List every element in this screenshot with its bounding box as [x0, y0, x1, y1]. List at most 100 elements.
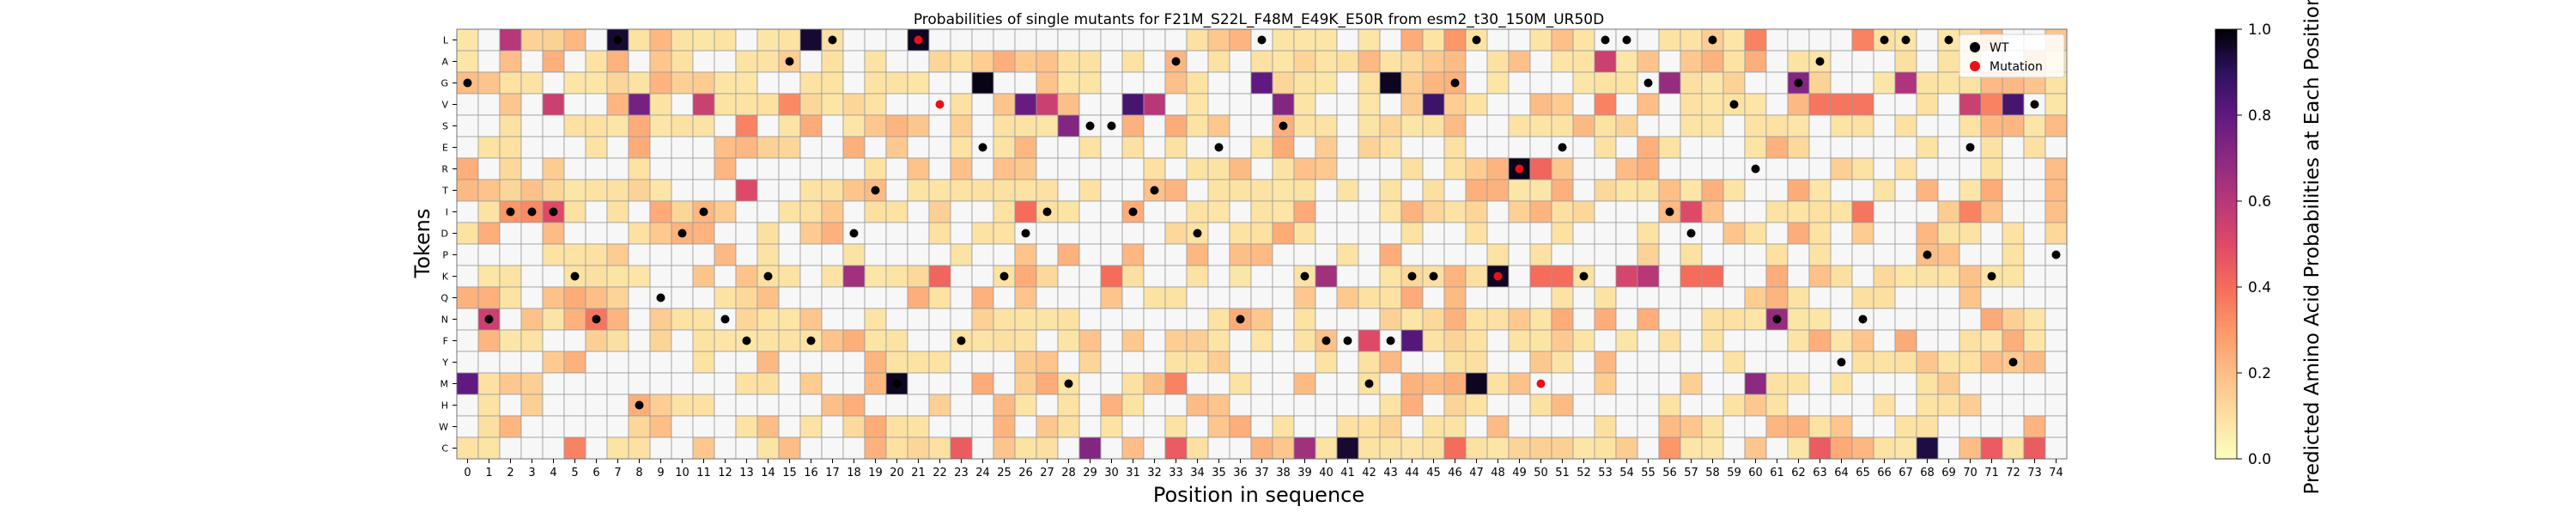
heatmap-cell	[842, 114, 866, 137]
wt-marker	[1622, 35, 1631, 45]
wt-marker	[720, 314, 730, 324]
heatmap-cell	[2002, 394, 2025, 417]
wt-marker	[1300, 272, 1309, 281]
heatmap-cell	[778, 351, 801, 374]
heatmap-cell	[778, 28, 801, 52]
wt-marker	[2030, 100, 2039, 109]
heatmap-cell	[1207, 93, 1230, 116]
heatmap-cell	[928, 222, 951, 245]
heatmap-cell	[993, 286, 1016, 309]
heatmap-cell	[1057, 114, 1080, 137]
heatmap-cell	[864, 200, 887, 223]
y-tick-label: V	[441, 100, 448, 111]
heatmap-cell	[1937, 179, 1960, 202]
heatmap-cell	[1551, 50, 1574, 73]
heatmap-cell	[1765, 351, 1789, 374]
heatmap-cell	[1701, 157, 1724, 180]
heatmap-cell	[1229, 157, 1252, 180]
heatmap-cell	[1916, 28, 1939, 52]
heatmap-cell	[950, 136, 973, 159]
heatmap-cell	[542, 415, 565, 438]
heatmap-cell	[1701, 265, 1724, 288]
heatmap-cell	[520, 265, 544, 288]
heatmap-cell	[1443, 265, 1467, 288]
heatmap-cell	[1808, 243, 1832, 266]
heatmap-cell	[1680, 308, 1703, 331]
heatmap-cell	[735, 114, 758, 137]
heatmap-cell	[1830, 179, 1853, 202]
x-tick-label: 43	[1383, 467, 1398, 479]
heatmap-cell	[499, 71, 522, 95]
wt-marker	[1751, 164, 1760, 174]
heatmap-cell	[1765, 372, 1789, 395]
heatmap-cell	[671, 93, 694, 116]
heatmap-cell	[735, 71, 758, 95]
heatmap-cell	[1143, 351, 1166, 374]
y-tick-label: R	[441, 164, 448, 175]
heatmap-cell	[563, 71, 586, 95]
heatmap-cell	[842, 329, 866, 352]
wt-marker	[871, 186, 880, 195]
heatmap-cell	[1121, 394, 1145, 417]
x-axis-label: Position in sequence	[1153, 483, 1364, 507]
heatmap-cell	[520, 437, 544, 460]
heatmap-cell	[1765, 394, 1789, 417]
heatmap-cell	[1400, 28, 1424, 52]
heatmap-cell	[456, 222, 479, 245]
heatmap-cell	[1873, 286, 1896, 309]
heatmap-cell	[563, 157, 586, 180]
heatmap-cell	[1400, 222, 1424, 245]
heatmap-cell	[1078, 243, 1102, 266]
heatmap-cell	[1916, 136, 1939, 159]
heatmap-cell	[1594, 50, 1617, 73]
x-tick-label: 21	[911, 467, 926, 479]
heatmap-cell	[1014, 114, 1037, 137]
heatmap-cell	[1229, 329, 1252, 352]
heatmap-cell	[1615, 200, 1638, 223]
heatmap-cell	[1594, 265, 1617, 288]
heatmap-cell	[1894, 222, 1917, 245]
heatmap-cell	[1959, 222, 1982, 245]
heatmap-cell	[585, 415, 608, 438]
heatmap-cell	[1336, 394, 1359, 417]
heatmap-cell	[1937, 93, 1960, 116]
heatmap-cell	[735, 394, 758, 417]
heatmap-cell	[1980, 243, 2003, 266]
y-tick-label: S	[442, 121, 448, 132]
heatmap-cell	[1572, 329, 1595, 352]
heatmap-cell	[778, 71, 801, 95]
heatmap-cell	[1637, 415, 1660, 438]
heatmap-cell	[1787, 415, 1810, 438]
heatmap-cell	[499, 308, 522, 331]
heatmap-cell	[563, 50, 586, 73]
heatmap-cell	[2002, 415, 2025, 438]
heatmap-cell	[864, 394, 887, 417]
heatmap-cell	[1787, 157, 1810, 180]
wt-marker	[1643, 78, 1653, 88]
heatmap-cell	[585, 265, 608, 288]
heatmap-cell	[1959, 93, 1982, 116]
heatmap-cell	[1508, 437, 1531, 460]
heatmap-cell	[649, 114, 672, 137]
heatmap-cell	[628, 50, 651, 73]
heatmap-cell	[1465, 265, 1488, 288]
heatmap-cell	[1959, 415, 1982, 438]
heatmap-cell	[1315, 372, 1338, 395]
heatmap-cell	[2044, 415, 2068, 438]
heatmap-cell	[542, 136, 565, 159]
heatmap-cell	[585, 136, 608, 159]
heatmap-cell	[1336, 28, 1359, 52]
heatmap-cell	[2023, 200, 2046, 223]
heatmap-cell	[1293, 351, 1316, 374]
heatmap-cell	[778, 114, 801, 137]
heatmap-cell	[1057, 329, 1080, 352]
heatmap-cell	[735, 179, 758, 202]
wt-marker	[957, 336, 966, 345]
heatmap-cell	[1551, 71, 1574, 95]
heatmap-cell	[714, 136, 737, 159]
heatmap-cell	[477, 200, 501, 223]
heatmap-cell	[1873, 71, 1896, 95]
heatmap-cell	[671, 329, 694, 352]
heatmap-cell	[1916, 93, 1939, 116]
x-tick-label: 10	[675, 467, 690, 479]
